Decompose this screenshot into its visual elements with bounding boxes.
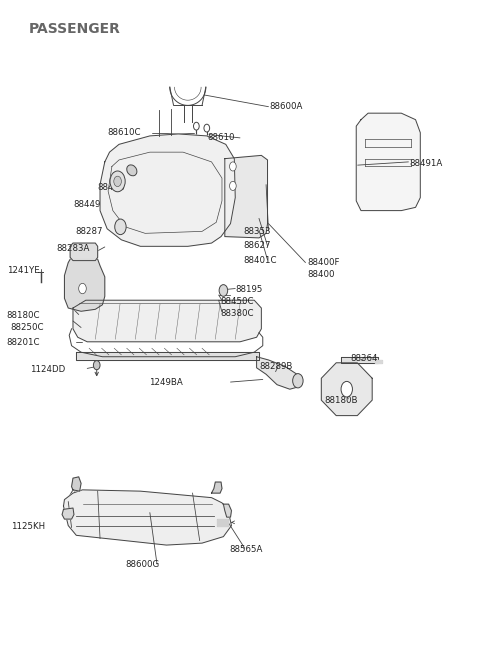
Polygon shape (217, 519, 228, 525)
Text: 88449: 88449 (73, 200, 100, 208)
Text: PASSENGER: PASSENGER (29, 22, 121, 36)
Text: 88400F: 88400F (307, 258, 340, 267)
Circle shape (193, 122, 199, 130)
Circle shape (229, 162, 236, 171)
Text: 88600A: 88600A (269, 102, 303, 111)
Circle shape (219, 285, 228, 296)
Polygon shape (321, 363, 372, 416)
Text: 1241YE: 1241YE (7, 267, 39, 276)
Circle shape (204, 124, 210, 132)
Text: 88283A: 88283A (56, 244, 89, 253)
Circle shape (79, 284, 86, 293)
Text: 88400: 88400 (307, 270, 335, 279)
Text: 88289B: 88289B (259, 362, 292, 371)
Text: 1125KH: 1125KH (12, 523, 46, 531)
Circle shape (229, 181, 236, 191)
Text: 88450C: 88450C (220, 297, 253, 306)
Polygon shape (63, 490, 231, 545)
Text: 88610C: 88610C (107, 128, 141, 137)
Circle shape (110, 171, 125, 192)
Polygon shape (73, 300, 261, 342)
Text: 88627: 88627 (244, 241, 271, 250)
Text: 88250C: 88250C (10, 323, 43, 332)
Polygon shape (100, 134, 235, 246)
Circle shape (341, 381, 352, 397)
Text: 88195: 88195 (235, 286, 263, 294)
Polygon shape (70, 243, 97, 261)
Text: 88401C: 88401C (244, 256, 277, 265)
Polygon shape (64, 259, 105, 311)
Text: 88180C: 88180C (7, 311, 40, 320)
Polygon shape (341, 358, 378, 364)
Text: 88610: 88610 (208, 134, 235, 142)
Circle shape (293, 373, 303, 388)
Text: 1124DD: 1124DD (30, 365, 66, 373)
Polygon shape (225, 155, 267, 238)
Text: 88353: 88353 (244, 227, 271, 236)
Text: 88287: 88287 (75, 227, 102, 236)
Polygon shape (76, 352, 259, 360)
Text: 88491A: 88491A (409, 159, 443, 168)
Polygon shape (257, 357, 301, 389)
Text: 88438: 88438 (97, 183, 125, 192)
Text: 88180B: 88180B (324, 396, 358, 405)
Text: 88600G: 88600G (125, 560, 159, 569)
Polygon shape (223, 504, 231, 517)
Text: 88364: 88364 (350, 354, 378, 363)
Text: 1249BA: 1249BA (149, 378, 183, 387)
Polygon shape (375, 360, 383, 364)
Polygon shape (212, 482, 222, 493)
Text: 88201C: 88201C (7, 338, 40, 347)
Polygon shape (356, 113, 420, 211)
Ellipse shape (127, 165, 137, 176)
Polygon shape (62, 508, 74, 519)
Polygon shape (72, 477, 81, 491)
Text: 88565A: 88565A (229, 545, 263, 554)
Text: 88380C: 88380C (220, 309, 253, 318)
Circle shape (114, 176, 121, 187)
Circle shape (115, 219, 126, 234)
Circle shape (94, 361, 100, 369)
